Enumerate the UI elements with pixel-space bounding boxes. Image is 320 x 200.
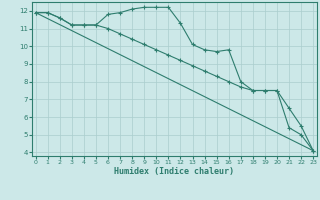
- X-axis label: Humidex (Indice chaleur): Humidex (Indice chaleur): [115, 167, 234, 176]
